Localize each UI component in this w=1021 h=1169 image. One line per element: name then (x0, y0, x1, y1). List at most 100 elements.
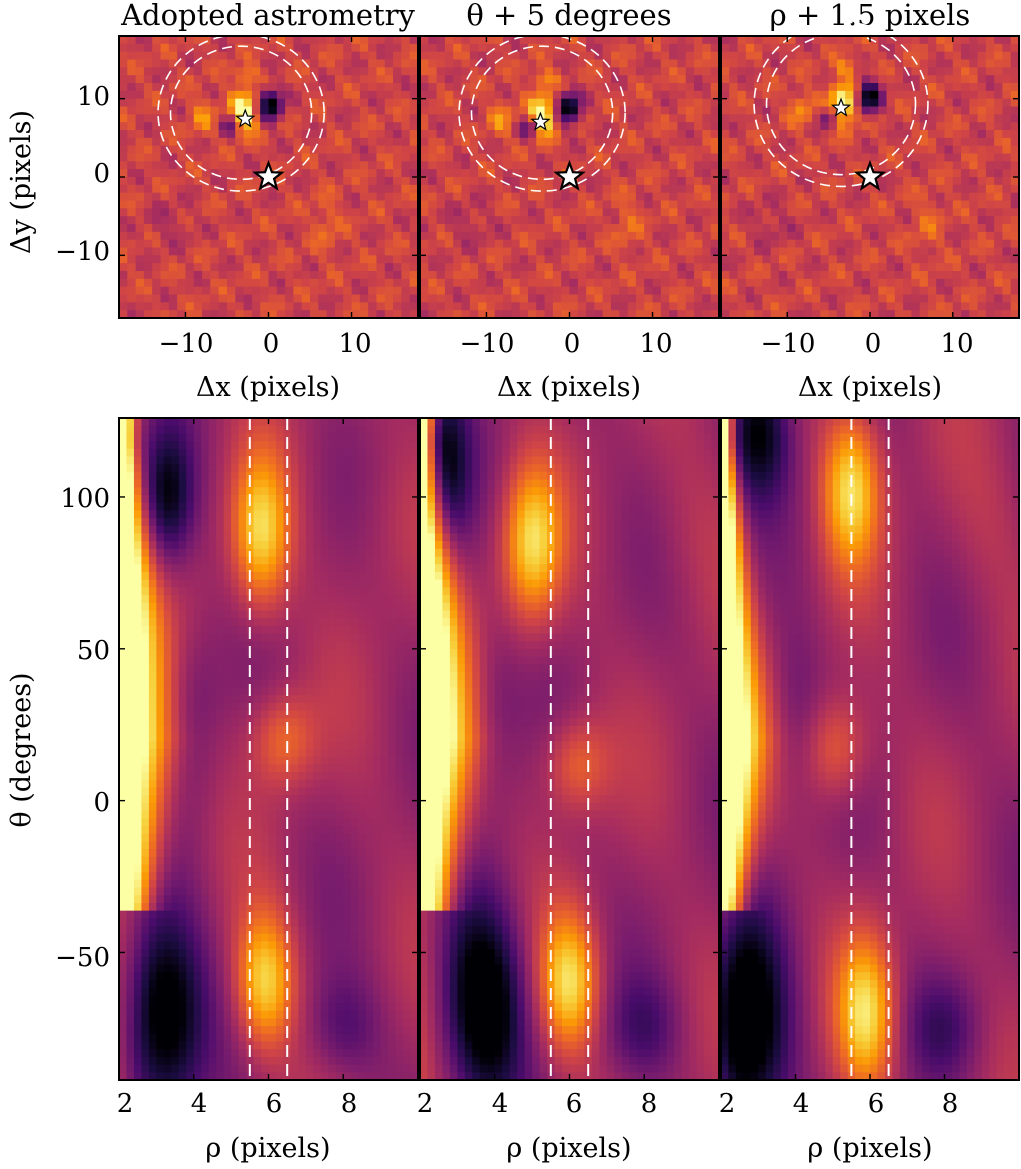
pixel-cell (894, 263, 904, 272)
pixel-cell (627, 51, 637, 61)
pixel-cell (660, 36, 670, 45)
pixel-cell (310, 239, 319, 249)
pixel-cell (977, 286, 987, 296)
map-cell (178, 656, 187, 665)
pixel-cell (251, 177, 261, 186)
pixel-cell (787, 75, 797, 84)
pixel-cell (611, 90, 620, 100)
pixel-cell (936, 36, 946, 45)
map-cell (141, 441, 150, 450)
pixel-cell (762, 208, 772, 217)
pixel-cell (635, 137, 645, 147)
pixel-cell (1002, 43, 1012, 53)
pixel-cell (310, 161, 319, 170)
pixel-cell (193, 239, 203, 249)
map-cell (133, 1041, 143, 1050)
pixel-cell (602, 122, 612, 131)
pixel-cell (803, 294, 813, 303)
pixel-cell (301, 184, 311, 194)
pixel-cell (461, 98, 471, 108)
pixel-cell (694, 231, 703, 241)
map-cell (148, 864, 157, 873)
map-cell (148, 1072, 157, 1081)
pixel-cell (436, 59, 446, 68)
pixel-cell (318, 302, 328, 311)
pixel-cell (285, 247, 295, 256)
map-cell (148, 802, 157, 812)
pixel-cell (301, 192, 311, 202)
map-cell (156, 441, 165, 450)
pixel-cell (936, 216, 946, 225)
pixel-cell (168, 231, 178, 241)
pixel-cell (1002, 263, 1012, 272)
pixel-cell (310, 75, 319, 84)
pixel-cell (461, 36, 471, 45)
pixel-cell (569, 43, 579, 53)
pixel-cell (127, 122, 137, 131)
pixel-cell (511, 200, 521, 209)
map-cell (119, 795, 128, 804)
pixel-cell (436, 51, 446, 61)
pixel-cell (127, 310, 137, 319)
pixel-cell (702, 98, 712, 108)
map-cell (133, 756, 143, 765)
map-cell (201, 1003, 210, 1012)
map-cell (119, 902, 128, 912)
pixel-cell (119, 263, 128, 272)
pixel-cell (552, 83, 562, 92)
map-cell (186, 518, 195, 527)
pixel-cell (168, 216, 178, 225)
pixel-cell (721, 161, 730, 170)
map-cell (148, 1018, 157, 1027)
pixel-cell (710, 192, 720, 202)
pixel-cell (961, 184, 970, 194)
pixel-cell (936, 67, 946, 76)
pixel-cell (160, 137, 170, 147)
map-cell (163, 1010, 172, 1020)
pixel-cell (260, 43, 270, 53)
pixel-cell (384, 216, 394, 225)
pixel-cell (803, 83, 813, 92)
pixel-cell (878, 177, 888, 186)
pixel-cell (828, 145, 838, 155)
pixel-cell (745, 83, 755, 92)
pixel-cell (135, 294, 145, 303)
pixel-cell (160, 161, 170, 170)
pixel-cell (160, 208, 170, 217)
map-cell (133, 441, 143, 450)
map-cell (133, 718, 143, 727)
pixel-cell (494, 98, 504, 108)
pixel-cell (202, 130, 211, 139)
pixel-cell (226, 130, 236, 139)
pixel-cell (478, 51, 488, 61)
pixel-cell (293, 130, 303, 139)
pixel-cell (193, 67, 203, 76)
map-cell (186, 710, 195, 719)
pixel-cell (737, 239, 747, 249)
pixel-cell (503, 255, 512, 264)
pixel-cell (903, 90, 912, 100)
pixel-cell (754, 177, 763, 186)
pixel-cell (820, 278, 830, 288)
pixel-cell (886, 67, 896, 76)
pixel-cell (334, 114, 344, 123)
map-cell (156, 418, 165, 427)
pixel-cell (1002, 59, 1012, 68)
pixel-cell (886, 59, 896, 68)
pixel-cell (503, 137, 512, 147)
pixel-cell (351, 247, 361, 256)
map-cell (141, 656, 150, 665)
map-cell (193, 1010, 202, 1020)
pixel-cell (409, 278, 419, 288)
map-cell (178, 518, 187, 527)
pixel-cell (260, 137, 270, 147)
pixel-cell (119, 114, 128, 123)
pixel-cell (594, 177, 604, 186)
map-cell (141, 664, 150, 673)
pixel-cell (894, 239, 904, 249)
pixel-cell (351, 255, 361, 264)
map-cell (156, 471, 165, 481)
pixel-cell (861, 239, 871, 249)
map-cell (141, 864, 150, 873)
pixel-cell (210, 184, 220, 194)
